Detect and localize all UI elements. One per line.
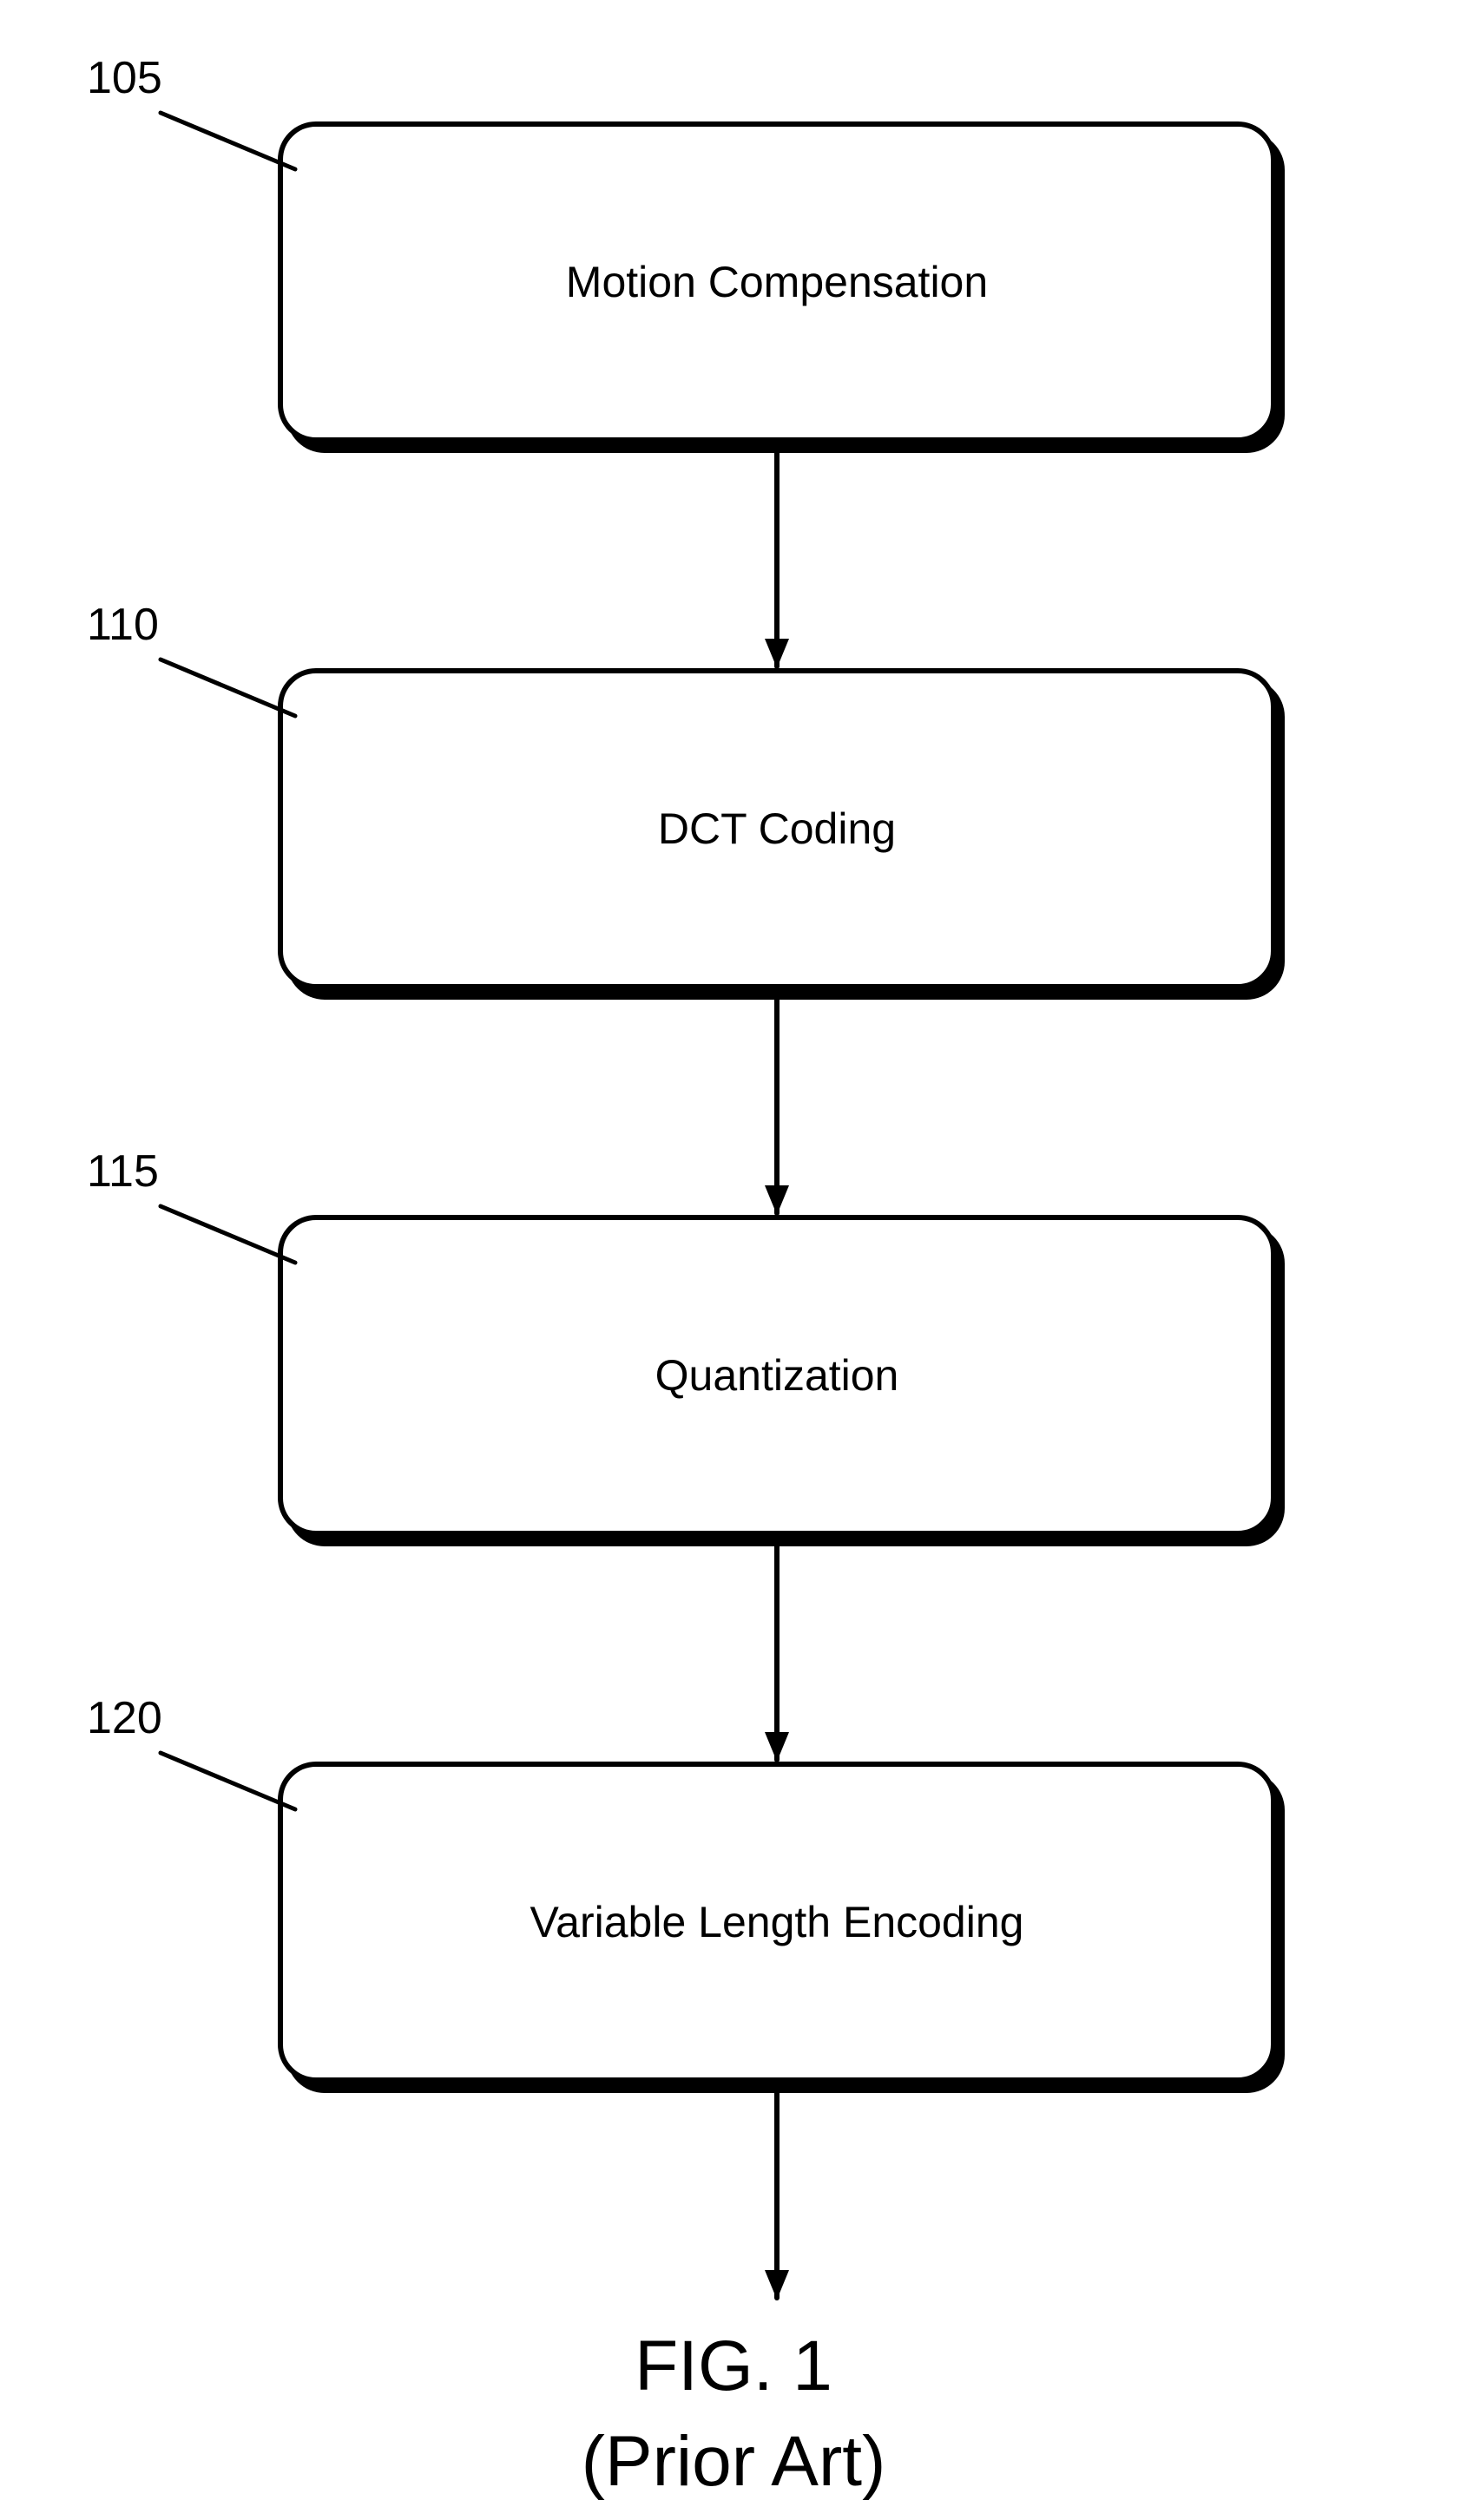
box-quantization: Quantization [278, 1215, 1276, 1536]
box-vle: Variable Length Encoding [278, 1762, 1276, 2083]
box-motion-compensation: Motion Compensation [278, 121, 1276, 443]
diagram-canvas: Motion Compensation 105 DCT Coding 110 Q… [0, 0, 1467, 2520]
box-dct-coding: DCT Coding [278, 668, 1276, 989]
box-label: DCT Coding [658, 804, 896, 854]
ref-label-105: 105 [87, 52, 162, 104]
ref-label-115: 115 [87, 1145, 159, 1198]
ref-label-110: 110 [87, 599, 159, 651]
box-label: Quantization [655, 1350, 899, 1401]
box-label: Motion Compensation [566, 257, 988, 307]
figure-caption-line1: FIG. 1 [0, 2326, 1467, 2407]
box-label: Variable Length Encoding [530, 1897, 1024, 1947]
ref-label-120: 120 [87, 1692, 162, 1744]
figure-caption-line2: (Prior Art) [0, 2421, 1467, 2503]
